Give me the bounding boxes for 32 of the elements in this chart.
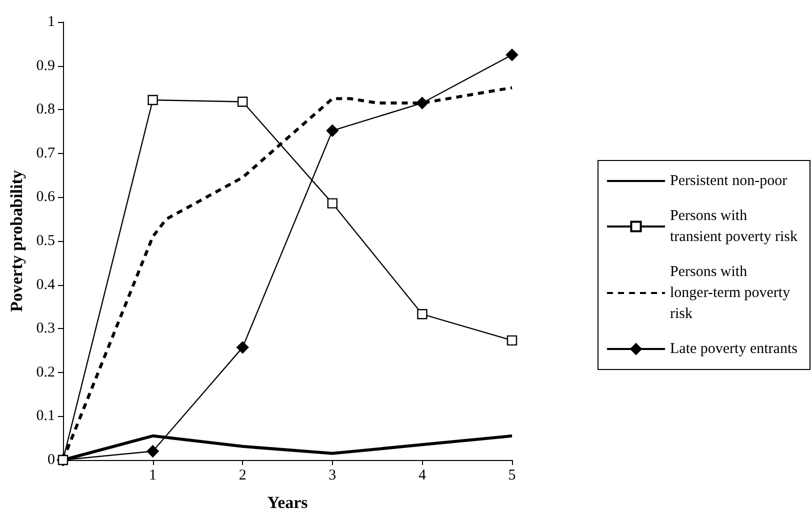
y-tick-label: 0.1 — [36, 408, 55, 424]
y-tick-label: 0.8 — [36, 102, 55, 118]
x-tick-label: 5 — [508, 468, 516, 484]
point — [146, 445, 159, 458]
y-tick-label: 0.9 — [36, 58, 55, 74]
point — [416, 96, 428, 110]
point — [236, 341, 249, 354]
legend-label: Late poverty entrants — [670, 341, 798, 357]
point — [327, 198, 338, 208]
legend-label: Persons with transient poverty risk — [670, 208, 798, 245]
y-tick-label: 0.5 — [36, 233, 55, 249]
y-tick-label: 1 — [48, 14, 55, 30]
x-tick-label: 4 — [418, 468, 426, 484]
legend-label: Persons with longer-term poverty risk — [670, 264, 794, 322]
point — [506, 48, 518, 61]
point — [238, 96, 248, 107]
y-tick-label: 0.6 — [36, 189, 56, 206]
x-tick-label: 3 — [328, 468, 336, 484]
legend-label: Persistent non-poor — [670, 173, 788, 189]
point — [148, 94, 158, 106]
y-tick-label: 0.7 — [36, 145, 56, 162]
x-tick-label: 2 — [238, 468, 246, 484]
point — [417, 309, 428, 320]
y-tick-label: 0.2 — [36, 364, 55, 380]
x-tick-label: 1 — [149, 468, 157, 484]
y-tick-label: 0.4 — [36, 276, 56, 293]
x-axis-title: Years — [267, 493, 308, 512]
y-tick-label: 0 — [48, 452, 55, 468]
y-tick-label: 0.3 — [36, 320, 55, 337]
point — [506, 335, 518, 346]
y-axis-title: Poverty probability — [7, 170, 26, 312]
point — [326, 124, 338, 137]
